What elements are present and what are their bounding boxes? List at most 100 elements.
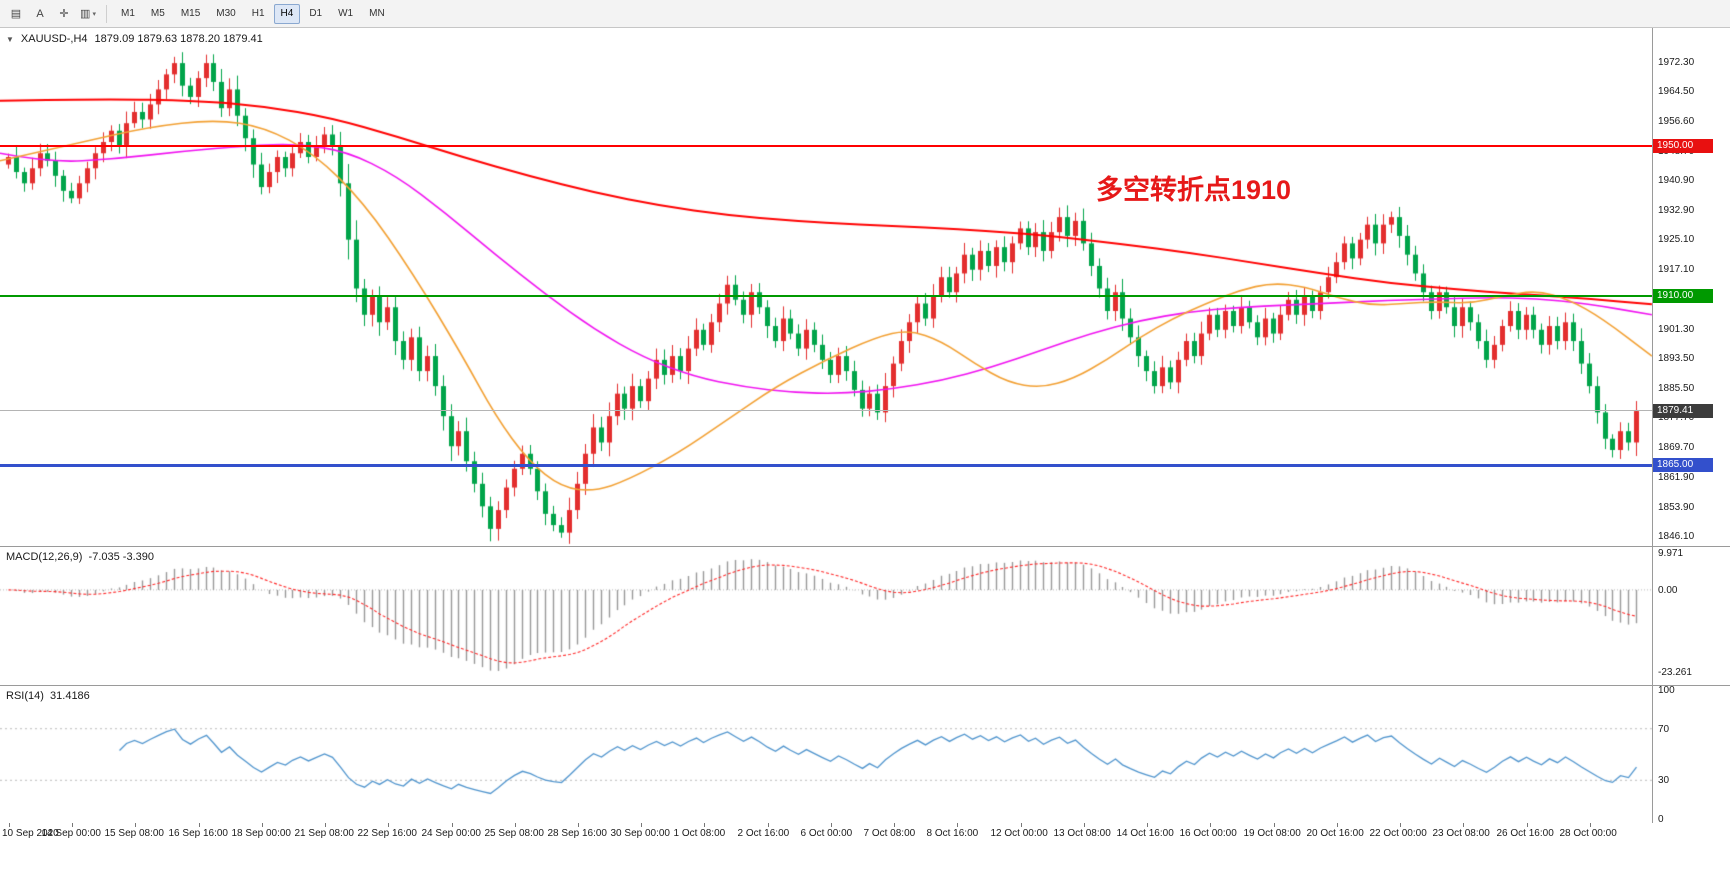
timeframe-button-mn[interactable]: MN [362, 4, 392, 24]
cursor-a-button[interactable]: A [28, 3, 52, 25]
time-label: 24 Sep 00:00 [421, 828, 482, 839]
time-label: 13 Oct 08:00 [1053, 828, 1111, 839]
time-tick [1462, 823, 1464, 827]
toolbar: ▤ A ✛ ▥ ▾ M1 M5 M15 M30 H1 H4 D1 W1 MN [0, 0, 1730, 28]
period-dropdown-button[interactable]: ▥ ▾ [76, 3, 100, 25]
time-tick [1336, 823, 1338, 827]
time-label: 26 Oct 16:00 [1496, 828, 1554, 839]
price-tick: 1853.90 [1658, 501, 1695, 513]
time-label: 7 Oct 08:00 [863, 828, 916, 839]
cursor-a-icon: A [36, 7, 44, 20]
time-label: 16 Oct 00:00 [1179, 828, 1237, 839]
time-label: 21 Sep 08:00 [294, 828, 355, 839]
price-tick: 1940.90 [1658, 174, 1695, 186]
collapse-icon[interactable]: ▼ [6, 34, 14, 44]
support-line[interactable] [0, 463, 1652, 467]
time-label: 18 Sep 00:00 [231, 828, 292, 839]
time-label: 14 Oct 16:00 [1116, 828, 1174, 839]
time-axis: 10 Sep 2020 14 Sep 00:00 15 Sep 08:00 16 Se… [0, 823, 1730, 845]
chevron-down-icon: ▾ [92, 10, 96, 18]
pivot-line-price-badge: 1910.00 [1653, 288, 1713, 303]
price-chart-canvas[interactable] [0, 28, 1730, 893]
time-label: 25 Sep 08:00 [484, 828, 545, 839]
price-tick: 1893.50 [1658, 352, 1695, 364]
time-tick [324, 823, 326, 827]
bid-price-line[interactable] [0, 410, 1652, 412]
support-line-price-badge: 1865.00 [1653, 458, 1713, 472]
time-label: 30 Sep 00:00 [610, 828, 671, 839]
macd-label: MACD(12,26,9) -7.035 -3.390 [6, 551, 154, 563]
time-tick [893, 823, 895, 827]
time-label: 6 Oct 00:00 [800, 828, 853, 839]
time-tick [830, 823, 832, 827]
time-label: 19 Oct 08:00 [1243, 828, 1301, 839]
time-tick [198, 823, 200, 827]
time-tick [640, 823, 642, 827]
annotation-text: 多空转折点1910 [1096, 175, 1292, 205]
time-label: 28 Sep 16:00 [547, 828, 608, 839]
pivot-line[interactable] [0, 294, 1652, 297]
time-tick [514, 823, 516, 827]
time-tick [1020, 823, 1022, 827]
period-dropdown-icon: ▥ [80, 8, 91, 20]
time-tick [1589, 823, 1591, 827]
time-tick [261, 823, 263, 827]
timeframe-button-h1[interactable]: H1 [245, 4, 272, 24]
timeframe-button-m5[interactable]: M5 [144, 4, 172, 24]
price-tick: 1901.30 [1658, 323, 1695, 335]
time-label: 8 Oct 16:00 [926, 828, 979, 839]
timeframe-group: M1 M5 M15 M30 H1 H4 D1 W1 MN [113, 3, 393, 24]
bid-price-line-price-badge: 1879.41 [1653, 403, 1713, 418]
time-tick [451, 823, 453, 827]
time-label: 16 Sep 16:00 [168, 828, 229, 839]
time-tick [1209, 823, 1211, 827]
rsi-label: RSI(14) 31.4186 [6, 690, 90, 702]
rsi-name: RSI(14) [6, 690, 44, 702]
rsi-tick: 0 [1658, 814, 1664, 825]
timeframe-button-m1[interactable]: M1 [114, 4, 142, 24]
timeframe-button-m30[interactable]: M30 [209, 4, 242, 24]
panel-separator-macd[interactable] [0, 546, 1730, 547]
time-tick [577, 823, 579, 827]
crosshair-button[interactable]: ✛ [52, 3, 76, 25]
price-tick: 1869.70 [1658, 442, 1695, 454]
charts-icon-button[interactable]: ▤ [4, 3, 28, 25]
timeframe-button-d1[interactable]: D1 [302, 4, 329, 24]
timeframe-button-m15[interactable]: M15 [174, 4, 207, 24]
panel-separator-rsi[interactable] [0, 685, 1730, 686]
price-tick: 1917.10 [1658, 264, 1695, 276]
time-tick [1526, 823, 1528, 827]
chart-area: ▼ XAUUSD-,H4 1879.09 1879.63 1878.20 187… [0, 28, 1730, 893]
resistance-line-price-badge: 1950.00 [1653, 138, 1713, 153]
time-tick [703, 823, 705, 827]
time-tick [134, 823, 136, 827]
macd-name: MACD(12,26,9) [6, 551, 83, 563]
resistance-line[interactable] [0, 144, 1652, 147]
time-label: 22 Sep 16:00 [357, 828, 418, 839]
price-tick: 1846.10 [1658, 531, 1695, 542]
macd-values: -7.035 -3.390 [88, 551, 154, 563]
time-label: 10 Sep 2020 [2, 828, 59, 839]
macd-tick: 9.971 [1658, 548, 1684, 559]
time-label: 20 Oct 16:00 [1306, 828, 1364, 839]
symbol-label: XAUUSD-,H4 [20, 33, 88, 45]
price-axis-border [1652, 28, 1653, 845]
time-label: 14 Sep 00:00 [41, 828, 102, 839]
macd-tick: -23.261 [1658, 667, 1692, 678]
rsi-tick: 100 [1658, 685, 1675, 696]
time-tick [8, 823, 10, 827]
time-label: 28 Oct 00:00 [1559, 828, 1617, 839]
time-label: 12 Oct 00:00 [990, 828, 1048, 839]
timeframe-button-w1[interactable]: W1 [331, 4, 360, 24]
rsi-values: 31.4186 [50, 690, 90, 702]
timeframe-button-h4[interactable]: H4 [273, 3, 301, 24]
chart-header: ▼ XAUUSD-,H4 1879.09 1879.63 1878.20 187… [6, 33, 263, 45]
price-tick: 1861.90 [1658, 471, 1695, 483]
charts-icon: ▤ [10, 8, 22, 20]
time-tick [1083, 823, 1085, 827]
price-tick: 1964.50 [1658, 86, 1695, 98]
time-tick [1399, 823, 1401, 827]
time-tick [767, 823, 769, 827]
time-tick [1273, 823, 1275, 827]
price-tick: 1925.10 [1658, 234, 1695, 246]
